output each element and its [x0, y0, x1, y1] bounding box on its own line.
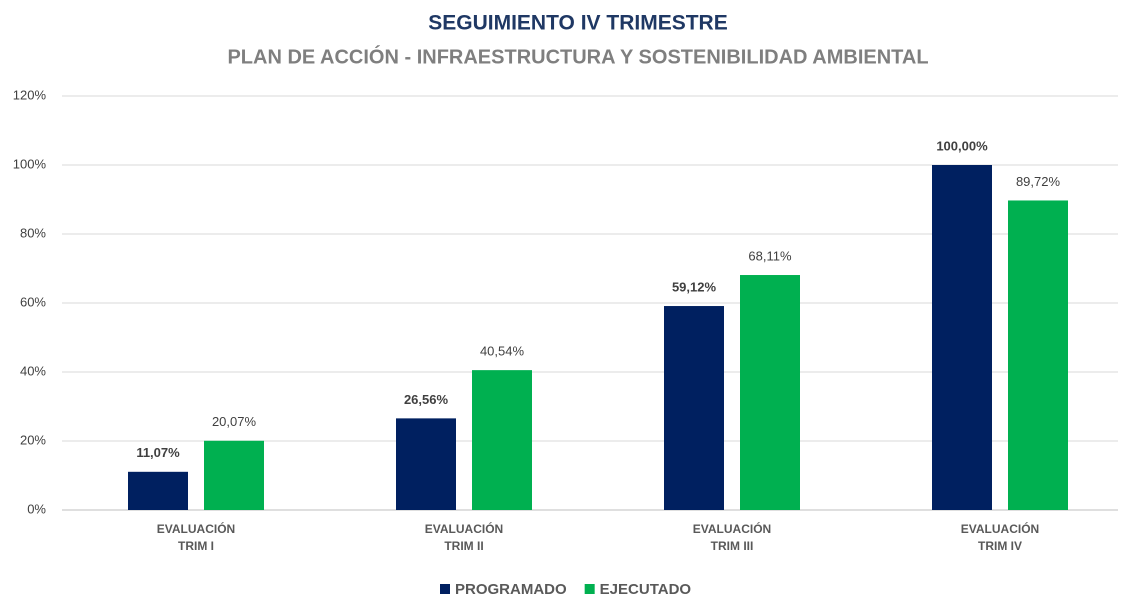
x-tick-label: TRIM II: [444, 539, 483, 553]
data-label: 11,07%: [136, 445, 180, 460]
legend-swatch: [584, 584, 595, 594]
x-tick-label: EVALUACIÓN: [961, 521, 1039, 536]
data-label: 100,00%: [936, 138, 988, 153]
legend-swatch: [440, 584, 450, 594]
x-tick-label: EVALUACIÓN: [157, 521, 235, 536]
x-tick-label: EVALUACIÓN: [425, 521, 503, 536]
bar: [204, 440, 264, 510]
bar: [128, 471, 188, 510]
data-label: 20,07%: [212, 414, 257, 429]
data-label: 68,11%: [748, 248, 792, 263]
x-tick-label: TRIM IV: [978, 539, 1022, 553]
bar: [740, 275, 800, 510]
legend-label: EJECUTADO: [600, 581, 692, 598]
bar: [1008, 200, 1068, 510]
y-tick-label: 40%: [20, 363, 46, 378]
bar: [472, 370, 532, 510]
y-tick-label: 120%: [13, 87, 47, 102]
bar: [932, 165, 992, 510]
data-label: 26,56%: [404, 392, 449, 407]
legend-label: PROGRAMADO: [455, 581, 567, 598]
chart-subtitle: PLAN DE ACCIÓN - INFRAESTRUCTURA Y SOSTE…: [227, 44, 928, 68]
y-tick-label: 100%: [13, 156, 47, 171]
bar: [664, 306, 724, 510]
data-label: 40,54%: [480, 344, 525, 359]
x-tick-label: EVALUACIÓN: [693, 521, 771, 536]
data-label: 89,72%: [1016, 174, 1061, 189]
chart-title: SEGUIMIENTO IV TRIMESTRE: [428, 12, 727, 35]
x-tick-label: TRIM III: [711, 539, 754, 553]
bar: [396, 418, 456, 510]
x-tick-label: TRIM I: [178, 539, 214, 553]
data-label: 59,12%: [672, 279, 717, 294]
y-tick-label: 80%: [20, 225, 46, 240]
y-tick-label: 20%: [20, 432, 46, 447]
y-tick-label: 0%: [27, 501, 46, 516]
y-tick-label: 60%: [20, 294, 46, 309]
